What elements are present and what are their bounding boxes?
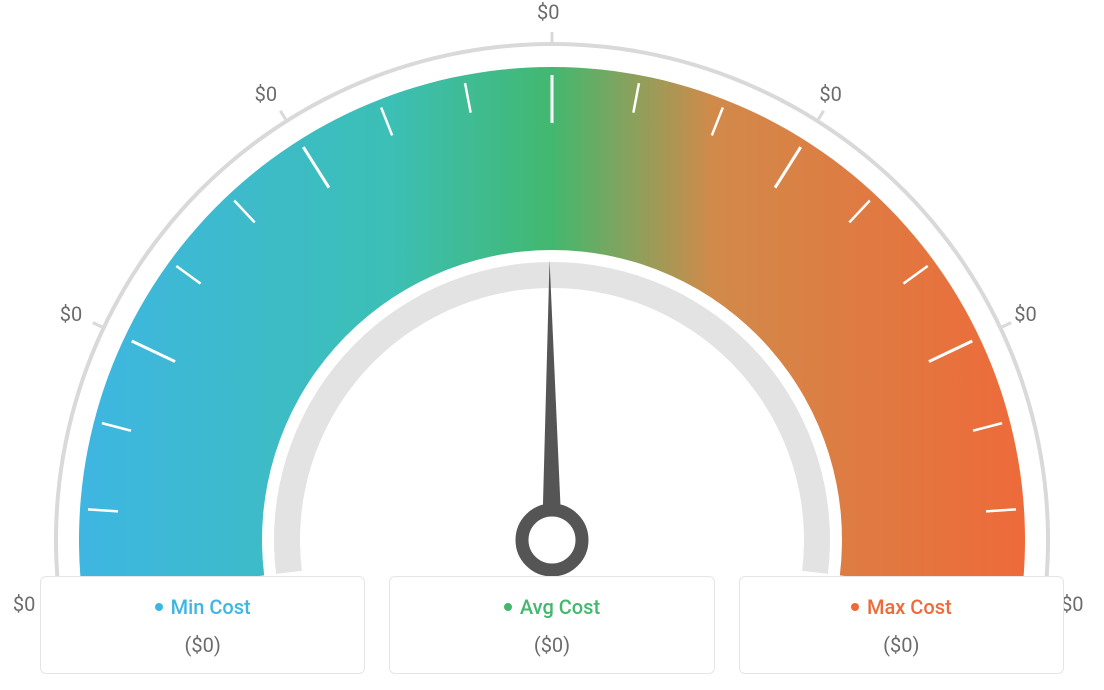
gauge-tick-label: $0 (1014, 302, 1036, 326)
legend-title-max: Max Cost (851, 595, 952, 619)
legend-title-avg: Avg Cost (504, 595, 600, 619)
legend-title-text: Min Cost (171, 595, 251, 619)
legend-value-min: ($0) (57, 633, 348, 657)
dot-icon (851, 603, 859, 611)
dot-icon (155, 603, 163, 611)
gauge-tick-label: $0 (60, 302, 82, 326)
legend-title-text: Avg Cost (520, 595, 600, 619)
gauge-needle (542, 260, 562, 540)
gauge-chart (0, 20, 1104, 580)
legend-card-min: Min Cost ($0) (40, 576, 365, 674)
dot-icon (504, 603, 512, 611)
legend-card-avg: Avg Cost ($0) (389, 576, 714, 674)
legend-card-max: Max Cost ($0) (739, 576, 1064, 674)
gauge-pivot (522, 510, 582, 570)
scale-tick (280, 111, 285, 119)
legend-title-text: Max Cost (867, 595, 952, 619)
legend-value-max: ($0) (756, 633, 1047, 657)
gauge-tick-label: $0 (537, 0, 559, 24)
gauge-tick-label: $0 (13, 592, 35, 616)
gauge-tick-label: $0 (819, 82, 841, 106)
legend-row: Min Cost ($0) Avg Cost ($0) Max Cost ($0… (40, 576, 1064, 674)
scale-tick (818, 111, 823, 119)
gauge-tick-label: $0 (1061, 592, 1083, 616)
legend-value-avg: ($0) (406, 633, 697, 657)
scale-tick (1002, 323, 1011, 327)
gauge-container: $0$0$0$0$0$0$0 (0, 0, 1104, 560)
gauge-tick-label: $0 (255, 82, 277, 106)
scale-tick (93, 323, 102, 327)
legend-title-min: Min Cost (155, 595, 251, 619)
